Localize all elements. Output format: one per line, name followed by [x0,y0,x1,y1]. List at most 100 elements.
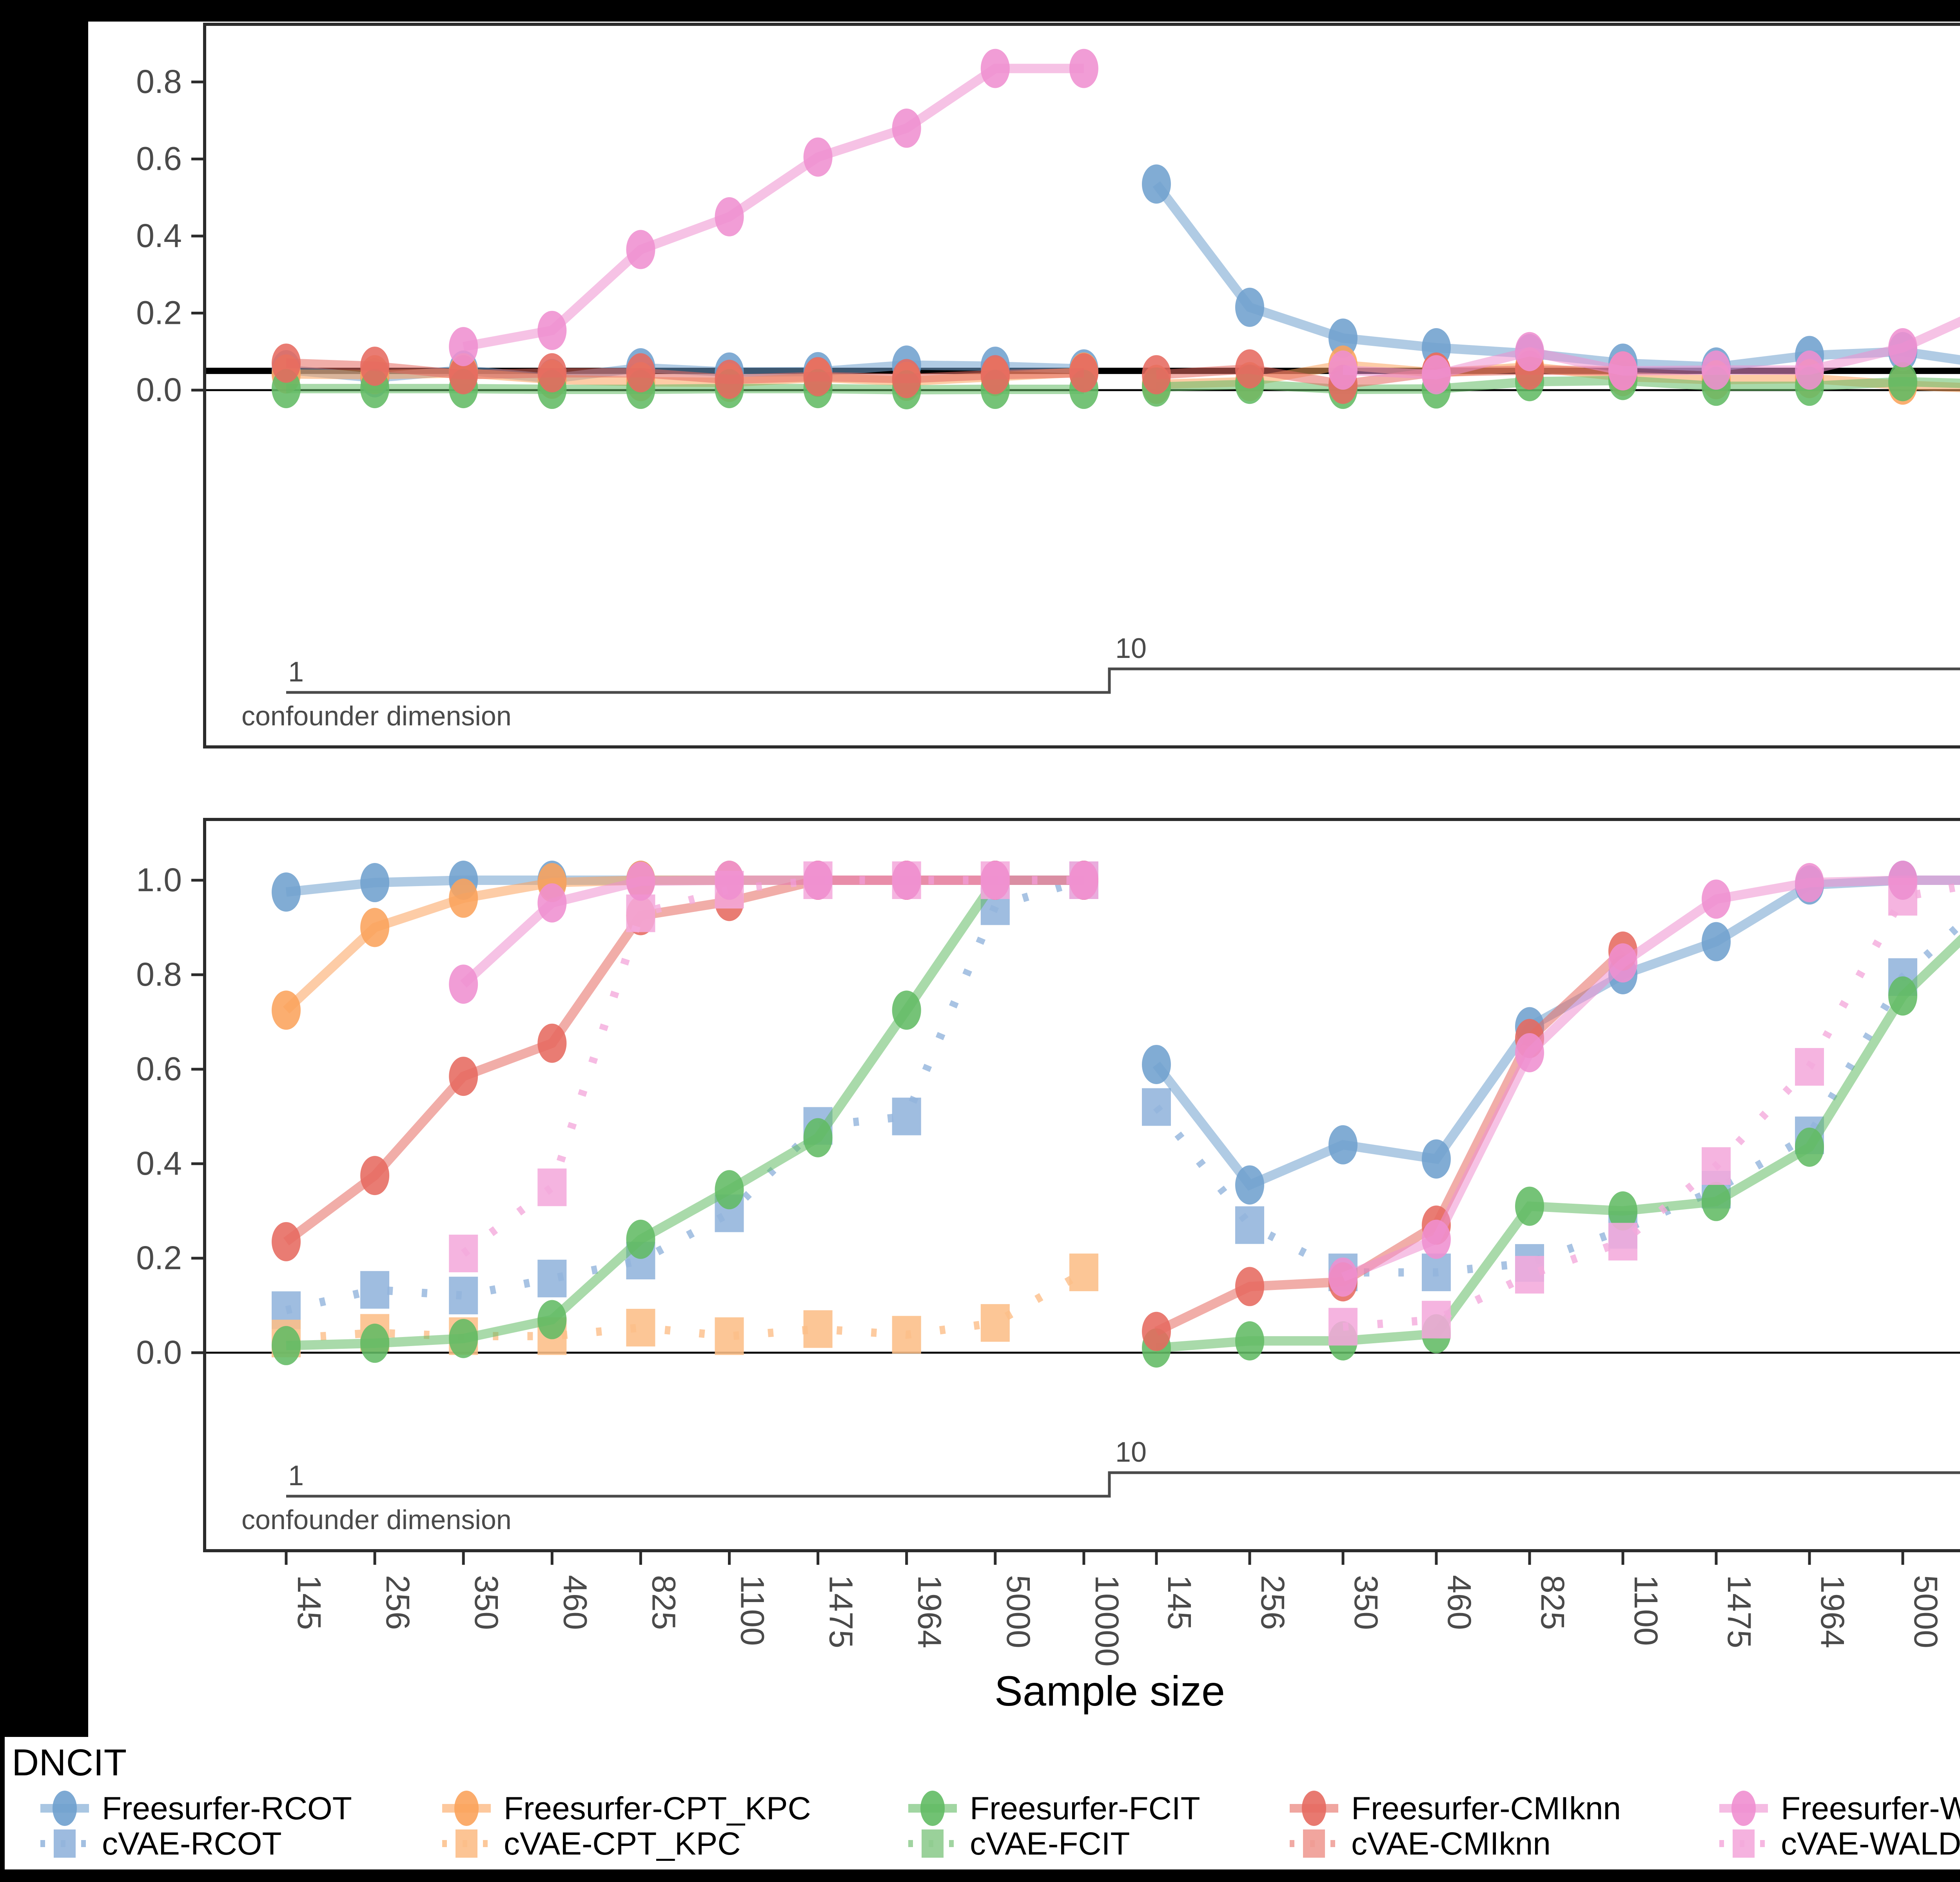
marker-circle-Freesurfer-CMIknn-dim1 [360,347,390,386]
marker-square-cVAE-CPT_KPC-dim1 [980,1304,1010,1342]
marker-square-cVAE-WALD-dim10 [1422,1301,1451,1339]
marker-circle-Freesurfer-WALD-dim10 [1515,1033,1544,1072]
marker-circle-Freesurfer-RCOT-dim10 [1328,318,1357,358]
marker-circle-Freesurfer-CMIknn-dim10 [1142,1312,1171,1351]
marker-circle-Freesurfer-WALD-dim10 [1795,350,1824,390]
marker-circle-Freesurfer-WALD-dim1 [449,327,478,366]
marker-circle-Freesurfer-CMIknn-dim1 [892,359,921,398]
y-tick-label: 0.4 [136,217,182,254]
legend-item-cVAE-WALD[interactable]: cVAE-WALD [1719,1826,1960,1862]
x-tick-label: 145 [291,1575,328,1630]
x-tick-label: 256 [1254,1575,1291,1630]
series-line-Freesurfer-FCIT-dim1 [286,876,1084,1350]
marker-circle-Freesurfer-FCIT-dim1 [626,1219,655,1259]
legend-item-Freesurfer-CMIknn[interactable]: Freesurfer-CMIknn [1290,1791,1621,1826]
marker-circle-Freesurfer-WALD-dim1 [626,861,655,901]
legend-item-label: Freesurfer-FCIT [970,1791,1200,1826]
marker-circle-Freesurfer-CPT_KPC-dim1 [449,878,478,918]
x-tick-label: 460 [557,1575,593,1630]
confounder-level-1-label: 1 [288,1460,304,1491]
y-tick-label: 0.0 [136,371,182,408]
x-tick-label: 1475 [1721,1575,1758,1648]
marker-circle-Freesurfer-CMIknn-dim10 [1142,355,1171,394]
y-tick-label: 0.8 [136,63,182,100]
marker-circle-Freesurfer-CMIknn-dim1 [1069,353,1098,392]
legend-item-Freesurfer-WALD[interactable]: Freesurfer-WALD [1719,1791,1960,1826]
legend-item-label: Freesurfer-CPT_KPC [504,1791,811,1826]
legend-circle-marker-icon [53,1791,77,1826]
marker-circle-Freesurfer-FCIT-dim1 [449,1319,478,1358]
legend-circle-marker-icon [454,1791,479,1826]
legend-item-label: cVAE-CPT_KPC [504,1826,741,1862]
marker-circle-Freesurfer-FCIT-dim10 [1515,1186,1544,1226]
legend-item-label: cVAE-RCOT [102,1826,282,1862]
marker-square-cVAE-RCOT-dim10 [1422,1253,1451,1292]
legend-item-Freesurfer-RCOT[interactable]: Freesurfer-RCOT [40,1791,352,1826]
marker-circle-Freesurfer-CMIknn-dim1 [272,343,301,383]
marker-circle-Freesurfer-FCIT-dim1 [715,1170,744,1210]
legend-item-Freesurfer-FCIT[interactable]: Freesurfer-FCIT [908,1791,1200,1826]
marker-circle-Freesurfer-FCIT-dim10 [1888,362,1917,401]
marker-square-cVAE-WALD-dim1 [537,1168,567,1206]
marker-circle-Freesurfer-WALD-dim10 [1608,943,1637,983]
confounder-level-10-label: 10 [1115,633,1147,664]
x-axis-title: Sample size [995,1667,1225,1715]
legend-item-label: cVAE-CMIknn [1351,1826,1551,1862]
legend-item-cVAE-FCIT[interactable]: cVAE-FCIT [908,1826,1130,1862]
legend-item-cVAE-RCOT[interactable]: cVAE-RCOT [40,1826,282,1862]
y-tick-label: 1.0 [136,861,182,898]
marker-circle-Freesurfer-FCIT-dim10 [1235,1321,1264,1361]
marker-circle-Freesurfer-CMIknn-dim1 [803,357,833,396]
legend-item-cVAE-CMIknn[interactable]: cVAE-CMIknn [1290,1826,1551,1862]
x-tick-label: 256 [379,1575,416,1630]
marker-circle-Freesurfer-WALD-dim1 [537,883,567,923]
legend-item-Freesurfer-CPT_KPC[interactable]: Freesurfer-CPT_KPC [442,1791,811,1826]
x-tick-label: 5000 [1000,1575,1037,1648]
legend-square-marker-icon [922,1829,944,1858]
series-line-Freesurfer-FCIT-dim10 [1156,376,1960,394]
marker-circle-Freesurfer-WALD-dim10 [1702,350,1731,390]
marker-circle-Freesurfer-WALD-dim10 [1422,1219,1451,1259]
confounder-level-10-label: 10 [1115,1437,1147,1468]
series-line-Freesurfer-WALD-dim1 [463,64,1084,351]
marker-circle-Freesurfer-CMIknn-dim1 [360,1156,390,1195]
confounder-dimension-caption: confounder dimension [241,1504,512,1535]
marker-circle-Freesurfer-WALD-dim10 [1795,863,1824,903]
marker-circle-Freesurfer-WALD-dim10 [1888,328,1917,367]
x-tick-label: 825 [645,1575,682,1630]
marker-square-cVAE-RCOT-dim10 [1142,1088,1171,1126]
marker-circle-Freesurfer-FCIT-dim1 [537,1300,567,1339]
marker-circle-Freesurfer-WALD-dim1 [892,861,921,900]
marker-square-cVAE-CPT_KPC-dim1 [892,1316,921,1354]
marker-circle-Freesurfer-FCIT-dim10 [1702,1182,1731,1221]
marker-circle-Freesurfer-FCIT-dim1 [360,1323,390,1363]
marker-circle-Freesurfer-CMIknn-dim10 [1235,1267,1264,1306]
marker-circle-Freesurfer-WALD-dim10 [1702,879,1731,919]
x-tick-label: 350 [468,1575,505,1630]
marker-circle-Freesurfer-WALD-dim1 [449,965,478,1004]
marker-circle-Freesurfer-CMIknn-dim1 [715,360,744,399]
marker-square-cVAE-CPT_KPC-dim1 [626,1309,655,1347]
marker-circle-Freesurfer-WALD-dim10 [1515,332,1544,371]
marker-circle-Freesurfer-CMIknn-dim1 [449,1057,478,1096]
marker-circle-Freesurfer-WALD-dim10 [1328,1257,1357,1297]
marker-circle-Freesurfer-CMIknn-dim1 [449,355,478,394]
legend-item-label: Freesurfer-WALD [1781,1791,1960,1826]
legend-item-cVAE-CPT_KPC[interactable]: cVAE-CPT_KPC [442,1826,741,1862]
legend-circle-marker-icon [1302,1791,1326,1826]
marker-square-cVAE-WALD-dim1 [449,1234,478,1272]
marker-circle-Freesurfer-FCIT-dim10 [1795,1127,1824,1167]
marker-circle-Freesurfer-RCOT-dim10 [1235,1165,1264,1205]
confounder-level-1-label: 1 [288,656,304,688]
marker-circle-Freesurfer-WALD-dim10 [1888,861,1917,900]
marker-circle-Freesurfer-FCIT-dim10 [1888,976,1917,1016]
x-tick-label: 1964 [911,1575,948,1648]
marker-square-cVAE-CPT_KPC-dim1 [715,1317,744,1355]
confounder-dimension-caption: confounder dimension [241,701,512,731]
legend-item-label: cVAE-WALD [1781,1826,1960,1862]
marker-circle-Freesurfer-RCOT-dim10 [1702,922,1731,961]
marker-circle-Freesurfer-WALD-dim10 [1422,355,1451,394]
series-line-Freesurfer-CMIknn-dim1 [286,358,1084,384]
y-tick-label: 0.2 [136,1239,182,1276]
